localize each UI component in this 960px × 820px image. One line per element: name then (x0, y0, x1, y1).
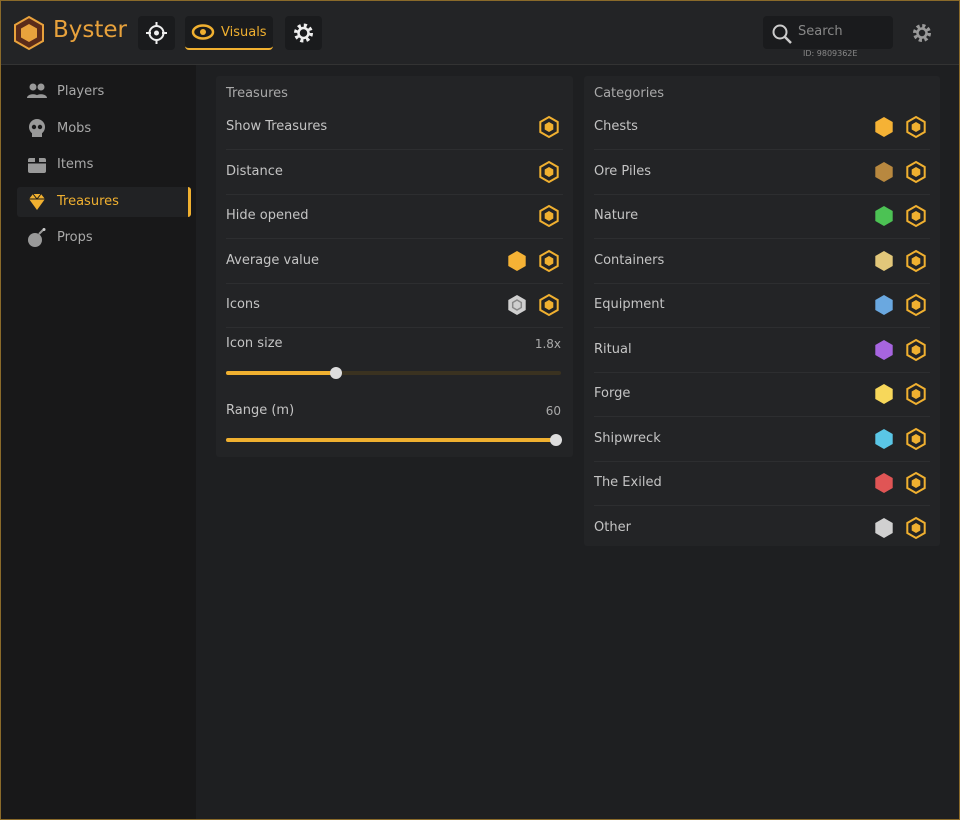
category-label: Equipment (594, 297, 665, 312)
category-label: Containers (594, 252, 665, 268)
sidebar-item[interactable]: Props (17, 223, 191, 253)
toggle[interactable] (904, 382, 928, 406)
sidebar-icon (27, 83, 47, 98)
slider-fill (226, 371, 336, 375)
search-placeholder: Search (798, 24, 843, 39)
sidebar-icon (29, 193, 45, 210)
option-label: Average value (226, 252, 320, 268)
category-row: Ore Piles (594, 150, 930, 195)
sidebar-icon (28, 228, 46, 247)
gear-button[interactable] (910, 21, 934, 45)
category-label: Forge (594, 386, 631, 401)
icon-swatch[interactable] (505, 293, 529, 317)
category-row: Forge (594, 372, 930, 417)
category-label: Chests (594, 119, 638, 134)
color-swatch[interactable] (872, 115, 896, 139)
toggle[interactable] (537, 204, 561, 228)
slider-label: Range (m) (226, 403, 295, 418)
option-row: Distance (226, 150, 563, 195)
color-swatch[interactable] (505, 249, 529, 273)
sidebar-icon (28, 158, 46, 173)
category-row: The Exiled (594, 461, 930, 506)
slider-fill (226, 438, 556, 442)
slider-track[interactable] (226, 434, 562, 446)
sidebar-item[interactable]: Treasures (17, 186, 191, 217)
panel-title: Categories (594, 86, 665, 101)
option-label: Hide opened (226, 208, 309, 223)
option-label: Show Treasures (226, 119, 328, 134)
sidebar-item[interactable]: Mobs (17, 114, 191, 144)
toggle[interactable] (904, 427, 928, 451)
toggle[interactable] (537, 115, 561, 139)
color-swatch[interactable] (872, 382, 896, 406)
category-row: Containers (594, 239, 930, 284)
sidebar-label: Mobs (57, 120, 92, 136)
slider-track[interactable] (226, 367, 561, 379)
option-row: Show Treasures (226, 105, 563, 150)
option-row: Hide opened (226, 194, 563, 239)
toggle[interactable] (904, 338, 928, 362)
slider-knob[interactable] (330, 367, 342, 379)
color-swatch[interactable] (872, 516, 896, 540)
color-swatch[interactable] (872, 471, 896, 495)
option-label: Icons (226, 297, 260, 312)
category-row: Other (594, 506, 930, 550)
client-id: ID: 9809362E (803, 49, 858, 58)
category-label: Other (594, 519, 631, 535)
toggle[interactable] (904, 115, 928, 139)
search-box[interactable]: Search (763, 16, 893, 49)
visuals-tab[interactable]: Visuals (185, 16, 273, 50)
sidebar-label: Players (57, 84, 105, 99)
toggle[interactable] (537, 249, 561, 273)
category-label: The Exiled (594, 475, 662, 490)
sidebar-label: Props (57, 230, 93, 245)
category-row: Chests (594, 105, 930, 150)
category-label: Ritual (594, 341, 632, 357)
color-swatch[interactable] (872, 427, 896, 451)
toggle[interactable] (537, 293, 561, 317)
sidebar: Players Mobs Items Treasures Props (1, 65, 196, 819)
sidebar-item[interactable]: Items (17, 150, 191, 180)
color-swatch[interactable] (872, 204, 896, 228)
toggle[interactable] (537, 160, 561, 184)
color-swatch[interactable] (872, 293, 896, 317)
categories-panel: Categories Chests Ore Piles Nature Containe… (584, 76, 940, 546)
sidebar-icon (29, 118, 45, 137)
option-row: Average value (226, 239, 563, 284)
category-row: Equipment (594, 283, 930, 328)
slider-label: Icon size (226, 336, 283, 351)
toggle[interactable] (904, 471, 928, 495)
header: Byster Visuals Search ID: 9809362E (1, 1, 959, 65)
toggle[interactable] (904, 293, 928, 317)
option-row: Icons (226, 283, 563, 328)
sidebar-label: Treasures (57, 193, 119, 209)
slider-value: 1.8x (534, 337, 561, 351)
toggle[interactable] (904, 249, 928, 273)
sidebar-label: Items (57, 157, 94, 172)
category-row: Nature (594, 194, 930, 239)
toggle[interactable] (904, 516, 928, 540)
slider-value: 60 (545, 404, 561, 418)
settings-tab[interactable] (285, 16, 322, 50)
color-swatch[interactable] (872, 338, 896, 362)
tab-label: Visuals (221, 25, 267, 40)
sidebar-item[interactable]: Players (17, 77, 191, 107)
category-label: Shipwreck (594, 430, 661, 446)
color-swatch[interactable] (872, 249, 896, 273)
treasures-panel: Treasures Show Treasures Distance Hide ope… (216, 76, 573, 457)
category-row: Ritual (594, 328, 930, 373)
category-row: Shipwreck (594, 417, 930, 462)
brand: Byster (53, 17, 127, 43)
toggle[interactable] (904, 204, 928, 228)
toggle[interactable] (904, 160, 928, 184)
category-label: Ore Piles (594, 163, 651, 179)
slider-knob[interactable] (550, 434, 562, 446)
panel-title: Treasures (226, 86, 288, 101)
logo (14, 15, 44, 51)
color-swatch[interactable] (872, 160, 896, 184)
category-label: Nature (594, 208, 639, 223)
aim-tab[interactable] (138, 16, 175, 50)
option-label: Distance (226, 163, 283, 179)
